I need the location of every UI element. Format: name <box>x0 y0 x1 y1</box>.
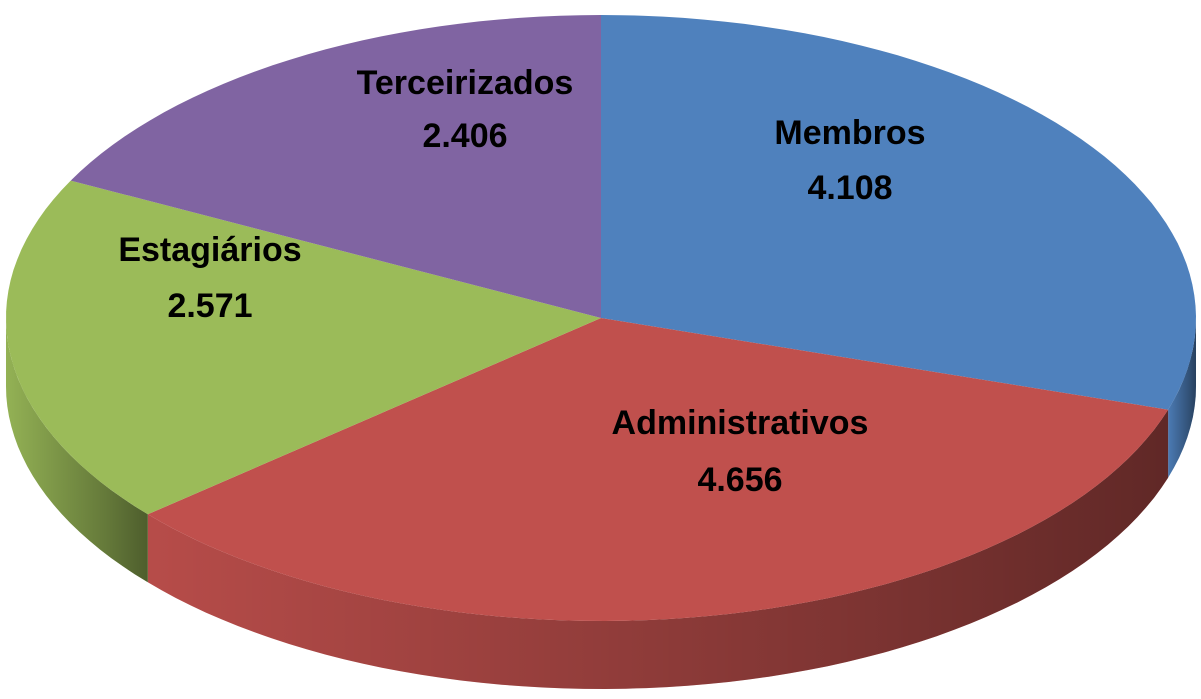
slice <box>70 15 601 318</box>
slice <box>147 318 1169 621</box>
slice-label: Terceirizados <box>357 64 574 102</box>
pie-sides <box>6 318 1196 689</box>
slice-label: Administrativos <box>612 404 869 442</box>
slice <box>601 15 1196 410</box>
slice-value: 4.108 <box>807 169 892 207</box>
labels: Membros 4.108 Administrativos 4.656 Estagiár… <box>118 64 925 499</box>
slice-value: 2.571 <box>167 287 252 325</box>
slice-value: 2.406 <box>422 117 507 155</box>
slice-label: Estagiários <box>118 231 301 269</box>
slice-side-shade <box>1168 318 1196 478</box>
pie-tops <box>6 15 1196 621</box>
slice-side-shade <box>6 318 148 583</box>
slice-side-shade <box>147 409 1169 689</box>
slice <box>6 180 602 515</box>
slice-value: 4.656 <box>697 461 782 499</box>
slice-label: Membros <box>774 114 925 152</box>
